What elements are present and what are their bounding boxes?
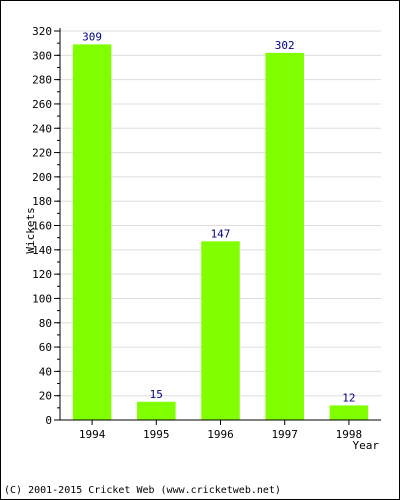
value-label-1998: 12 — [342, 391, 355, 404]
copyright-footer: (C) 2001-2015 Cricket Web (www.cricketwe… — [4, 485, 281, 496]
bar-1997 — [265, 52, 304, 420]
x-tick-label-1998: 1998 — [336, 428, 363, 441]
value-label-1996: 147 — [211, 227, 231, 240]
y-tick-label: 180 — [32, 195, 52, 208]
bars — [72, 44, 369, 420]
x-tick-label-1994: 1994 — [79, 428, 106, 441]
x-axis-label: Year — [353, 439, 380, 452]
y-tick-label: 60 — [39, 341, 52, 354]
y-tick-label: 40 — [39, 365, 52, 378]
x-axis-ticks: 1994 1995 1996 1997 1998 — [79, 420, 362, 441]
y-tick-label: 20 — [39, 390, 52, 403]
value-labels: 309 15 147 302 12 — [82, 30, 355, 404]
value-label-1995: 15 — [150, 388, 163, 401]
y-tick-label: 120 — [32, 268, 52, 281]
bar-1995 — [137, 401, 176, 420]
y-tick-label: 140 — [32, 244, 52, 257]
grid-lines — [60, 30, 381, 397]
y-tick-label: 260 — [32, 98, 52, 111]
y-tick-label: 100 — [32, 292, 52, 305]
y-axis-ticks: 0 20 40 60 80 100 120 140 160 180 200 220 240 260 280 3… — [32, 25, 60, 427]
value-label-1994: 309 — [82, 30, 102, 43]
x-tick-label-1996: 1996 — [207, 428, 234, 441]
y-tick-label: 160 — [32, 220, 52, 233]
x-tick-label-1995: 1995 — [143, 428, 170, 441]
y-tick-label: 320 — [32, 25, 52, 38]
x-tick-label-1997: 1997 — [271, 428, 298, 441]
y-axis-label: Wickets — [24, 207, 37, 253]
bar-1998 — [329, 405, 369, 420]
value-label-1997: 302 — [275, 39, 295, 52]
y-tick-label: 300 — [32, 49, 52, 62]
bar-1994 — [72, 44, 112, 420]
y-tick-label: 240 — [32, 122, 52, 135]
y-tick-label: 200 — [32, 171, 52, 184]
y-tick-label: 80 — [39, 317, 52, 330]
bar-1996 — [201, 241, 240, 420]
y-tick-label: 0 — [45, 414, 52, 427]
y-tick-label: 220 — [32, 147, 52, 160]
y-tick-label: 280 — [32, 74, 52, 87]
